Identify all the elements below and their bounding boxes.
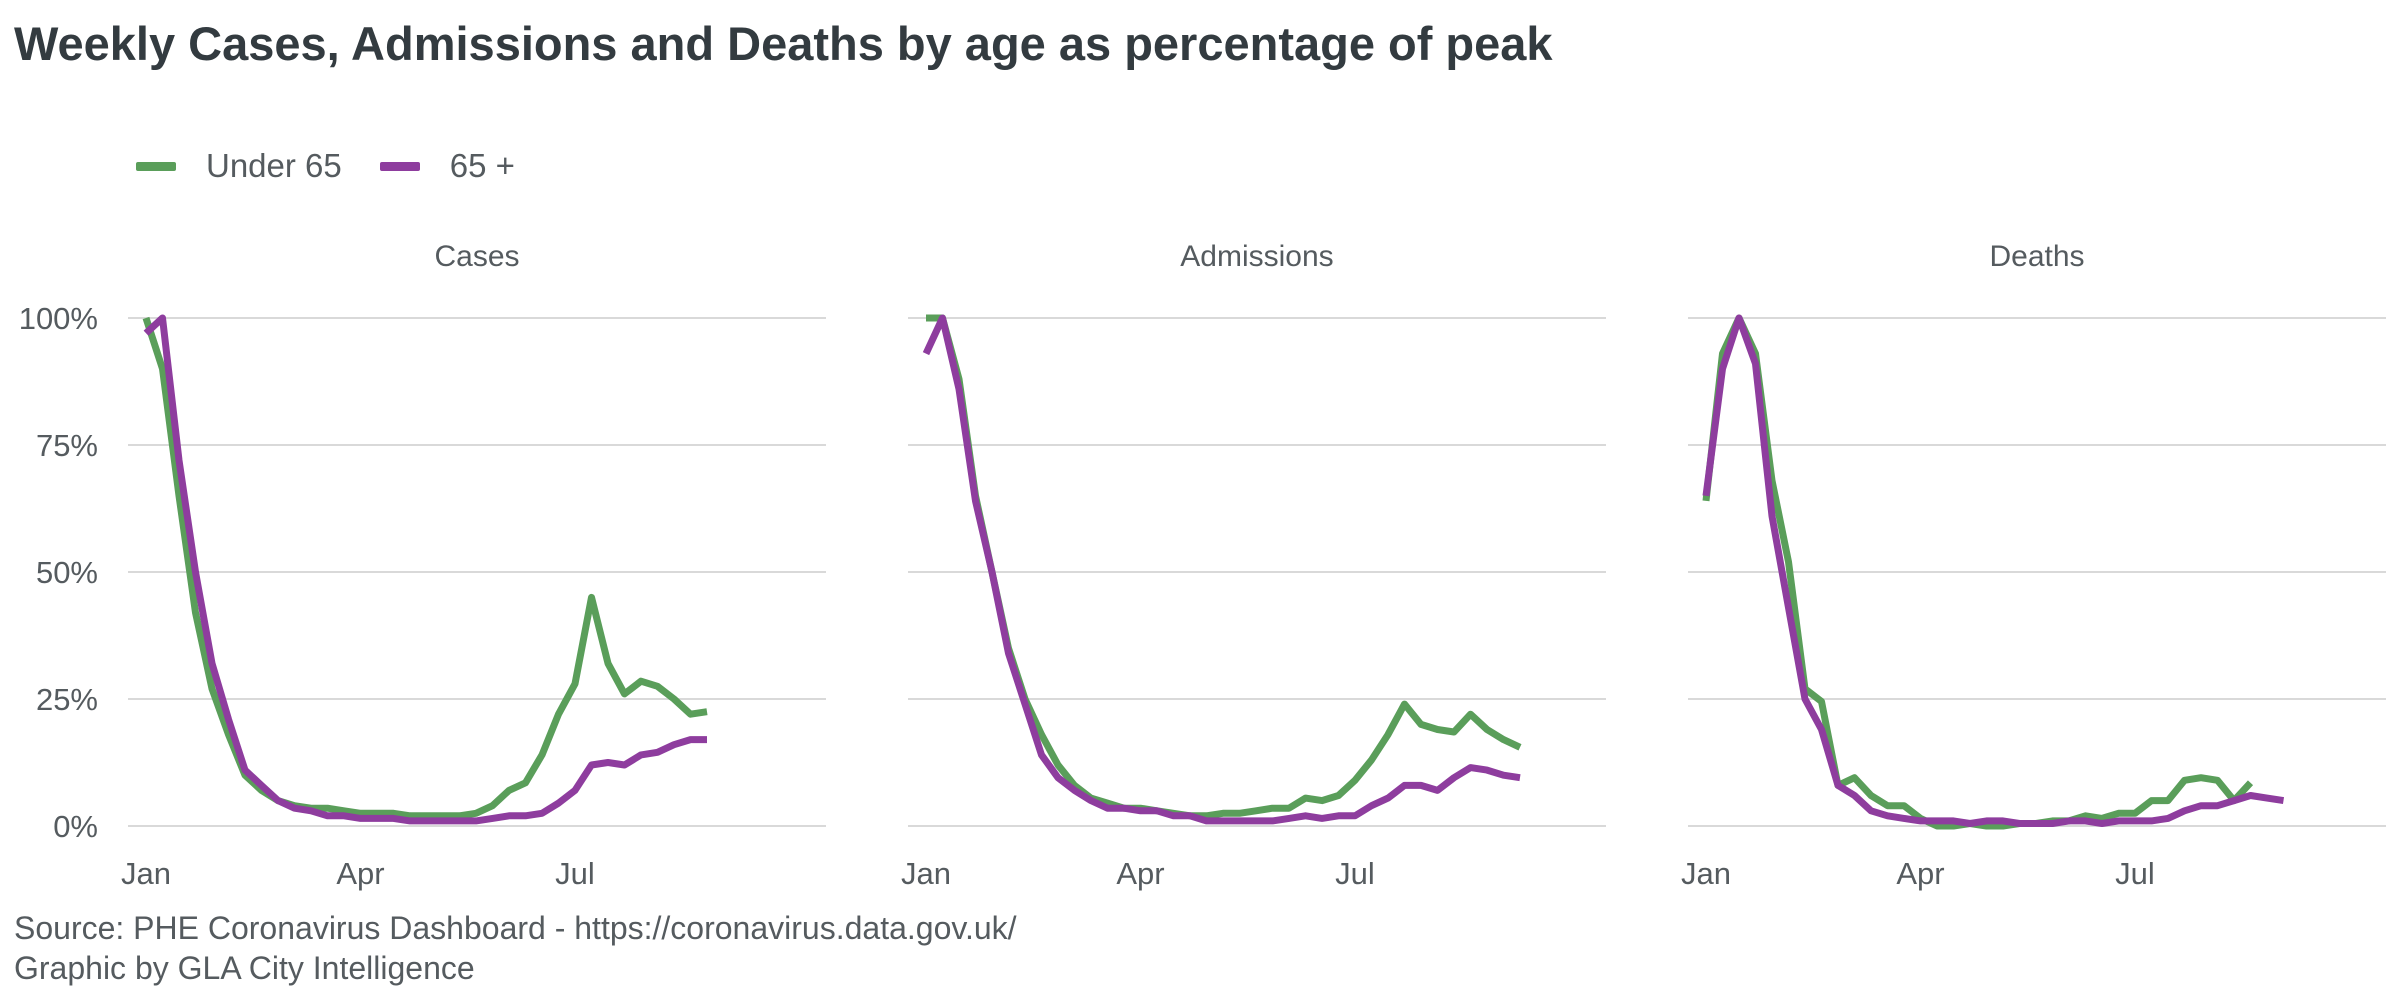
panel-admissions: Admissions Jan Apr Jul (901, 240, 1606, 891)
panel-title: Deaths (1989, 240, 2084, 273)
x-tick-label: Jul (2115, 856, 2155, 891)
x-tick-label: Apr (1116, 856, 1164, 891)
chart-title: Weekly Cases, Admissions and Deaths by a… (14, 17, 1553, 70)
panel-cases: Cases 0% 25% 50% 75% 100% Jan Apr Jul (19, 240, 826, 891)
x-tick-label: Jul (555, 856, 595, 891)
x-tick-label: Jul (1335, 856, 1375, 891)
x-tick-label: Jan (121, 856, 171, 891)
credit-line: Graphic by GLA City Intelligence (14, 950, 475, 986)
legend-swatch-under-65 (136, 161, 176, 171)
source-note: Source: PHE Coronavirus Dashboard - http… (14, 908, 1017, 988)
legend-label-under-65: Under 65 (206, 147, 342, 184)
legend-swatch-65-plus (379, 161, 420, 171)
y-tick-label: 25% (36, 682, 98, 717)
legend-item-under-65: Under 65 (136, 147, 342, 185)
panel-deaths: Deaths Jan Apr Jul (1681, 240, 2386, 891)
y-tick-label: 50% (36, 555, 98, 590)
x-tick-label: Apr (336, 856, 384, 891)
x-tick-label: Apr (1896, 856, 1944, 891)
series-line-under-65 (926, 314, 1522, 820)
legend-label-65-plus: 65 + (449, 147, 515, 184)
x-tick-label: Jan (1681, 856, 1731, 891)
y-tick-label: 0% (53, 809, 98, 844)
x-tick-label: Jan (901, 856, 951, 891)
legend: Under 65 65 + (136, 142, 553, 190)
panel-title: Cases (434, 240, 519, 273)
panel-title: Admissions (1180, 240, 1333, 273)
legend-item-65-plus: 65 + (379, 147, 515, 185)
series-line-65-plus (143, 314, 707, 825)
source-line: Source: PHE Coronavirus Dashboard - http… (14, 910, 1017, 946)
y-tick-label: 100% (19, 301, 98, 336)
y-tick-label: 75% (36, 428, 98, 463)
series-line-65-plus (922, 314, 1521, 825)
series-line-65-plus (1702, 314, 2285, 827)
series-line-under-65 (142, 316, 708, 820)
